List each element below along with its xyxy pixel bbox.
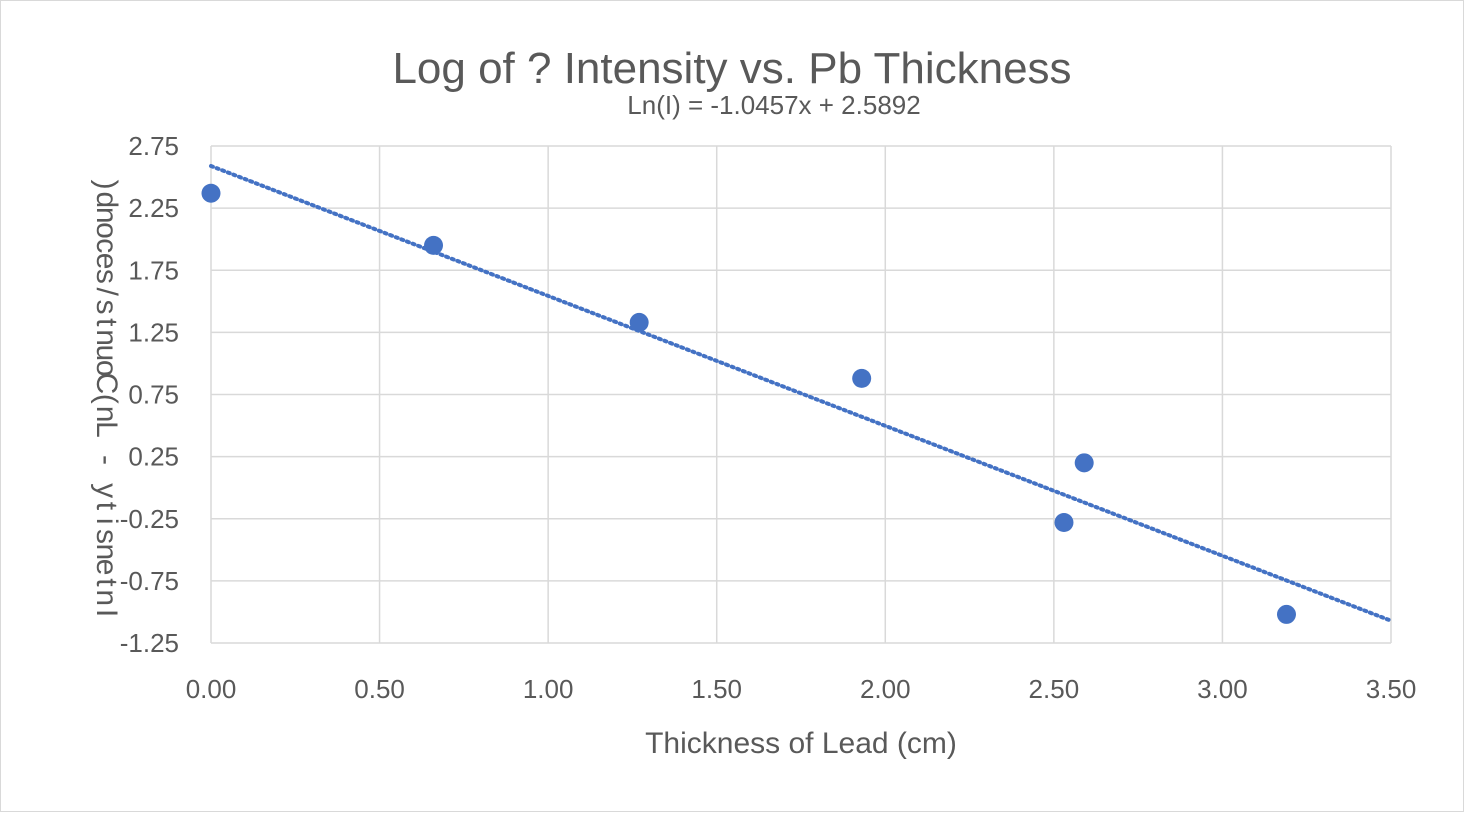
y-tick-label: 2.25 xyxy=(128,193,179,223)
data-point xyxy=(424,235,444,255)
y-axis-label-char: t xyxy=(90,502,123,511)
y-axis-label-char: o xyxy=(90,222,123,239)
x-axis-tick-labels: 0.00 0.50 1.00 1.50 2.00 2.50 3.00 3.50 xyxy=(186,674,1417,704)
y-axis-label-char: d xyxy=(90,192,123,209)
x-tick-label: 0.50 xyxy=(354,674,405,704)
data-point xyxy=(1276,604,1296,624)
y-axis-label-char: n xyxy=(90,589,123,606)
y-axis-label-char: o xyxy=(90,360,123,377)
y-axis-label-char: t xyxy=(90,578,123,587)
y-axis-label-char: s xyxy=(90,269,123,284)
trendline-equation: Ln(I) = -1.0457x + 2.5892 xyxy=(627,90,920,120)
data-point xyxy=(1074,453,1094,473)
y-tick-label: 1.75 xyxy=(128,255,179,285)
y-tick-label: -0.75 xyxy=(120,566,179,596)
chart-title: Log of ? Intensity vs. Pb Thickness xyxy=(392,44,1071,93)
y-axis-label-char: e xyxy=(90,559,123,576)
data-points xyxy=(201,183,1296,624)
data-point xyxy=(1054,512,1074,532)
y-axis-label-char: / xyxy=(90,288,123,297)
y-axis-label-char: s xyxy=(90,529,123,544)
data-point xyxy=(629,312,649,332)
y-axis-label-char: t xyxy=(90,318,123,327)
trendline-layer xyxy=(209,163,1393,623)
y-axis-label-char: ( xyxy=(90,394,123,404)
x-tick-label: 3.00 xyxy=(1197,674,1248,704)
x-tick-label: 0.00 xyxy=(186,674,237,704)
trendline xyxy=(209,163,1393,623)
y-axis-label-char: e xyxy=(90,253,123,270)
y-tick-label: 2.75 xyxy=(128,131,179,161)
y-tick-label: 0.75 xyxy=(128,380,179,410)
y-axis-label-char: n xyxy=(90,543,123,560)
y-axis-label-char: I xyxy=(90,609,123,617)
y-axis-label-char: y xyxy=(90,483,123,498)
y-axis-label-char: C xyxy=(90,373,123,395)
x-tick-label: 2.00 xyxy=(860,674,911,704)
y-tick-label: -1.25 xyxy=(120,628,179,658)
data-point xyxy=(852,368,872,388)
y-axis-tick-labels: 2.75 2.25 1.75 1.25 0.75 0.25 -0.25 -0.75 -1.25 xyxy=(120,131,179,658)
y-tick-label: -0.25 xyxy=(120,504,179,534)
y-axis-label-char: s xyxy=(90,300,123,315)
y-axis-label-char: n xyxy=(90,329,123,346)
y-axis-label-char: n xyxy=(90,406,123,423)
x-tick-label: 1.00 xyxy=(523,674,574,704)
y-axis-label-char: c xyxy=(90,238,123,253)
y-tick-label: 0.25 xyxy=(128,442,179,472)
y-axis-label-char: u xyxy=(90,345,123,362)
x-tick-label: 3.50 xyxy=(1366,674,1417,704)
y-axis-label-char: - xyxy=(90,455,123,465)
y-tick-label: 1.25 xyxy=(128,317,179,347)
x-tick-label: 2.50 xyxy=(1029,674,1080,704)
y-axis-label-char: i xyxy=(90,518,123,525)
x-axis-label: Thickness of Lead (cm) xyxy=(645,727,957,760)
y-axis-label-char: ) xyxy=(90,180,123,190)
x-tick-label: 1.50 xyxy=(691,674,742,704)
data-point xyxy=(201,183,221,203)
y-axis-label-char: L xyxy=(90,421,123,438)
y-axis-label-char: n xyxy=(90,207,123,224)
